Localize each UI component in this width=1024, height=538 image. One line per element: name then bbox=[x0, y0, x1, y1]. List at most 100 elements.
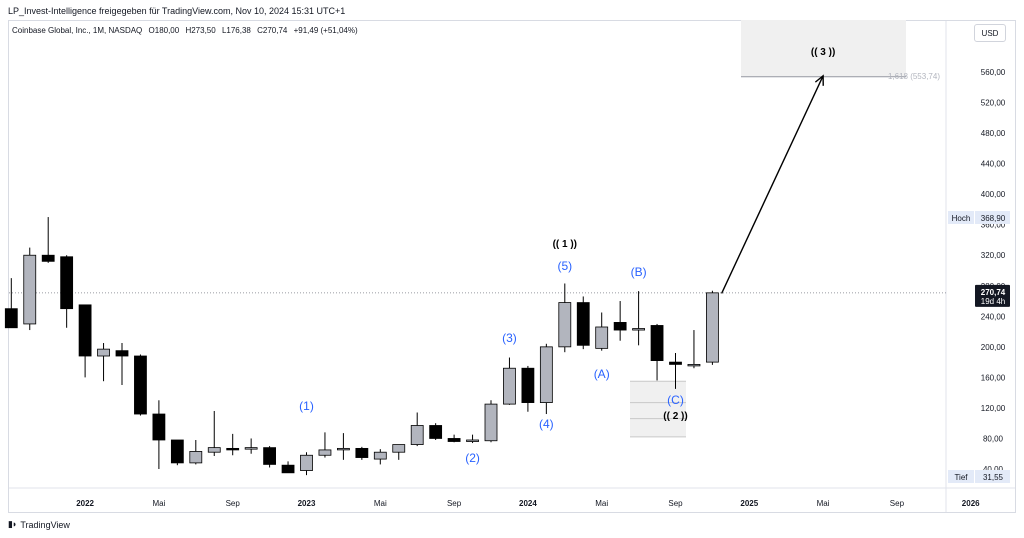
candle bbox=[300, 454, 313, 471]
candle bbox=[318, 449, 332, 456]
candle bbox=[687, 364, 701, 367]
candle bbox=[484, 403, 498, 442]
candle bbox=[429, 425, 443, 439]
candle bbox=[410, 425, 424, 445]
wave-label: (A) bbox=[594, 367, 610, 381]
candle bbox=[503, 367, 516, 405]
candle bbox=[115, 350, 129, 357]
legend-change: +91,49 (+51,04%) bbox=[293, 26, 358, 35]
candle bbox=[244, 447, 258, 450]
candle bbox=[373, 451, 387, 460]
candle bbox=[170, 439, 184, 464]
footer-brand[interactable]: TradingView bbox=[20, 519, 70, 530]
wave-label: (2) bbox=[465, 451, 480, 465]
low-tag-value: 31,55 bbox=[983, 473, 1004, 482]
candle bbox=[226, 447, 240, 451]
candle bbox=[41, 254, 55, 262]
price-tag-countdown: 19d 4h bbox=[981, 297, 1005, 306]
high-tag-value-bg bbox=[975, 211, 1010, 224]
legend-symbol[interactable]: Coinbase Global, Inc., 1M, NASDAQ bbox=[12, 26, 143, 35]
wave-label: (1) bbox=[299, 399, 314, 413]
candle bbox=[355, 447, 369, 458]
y-tick-label: 320,00 bbox=[981, 251, 1006, 260]
price-tag-bg bbox=[975, 284, 1010, 307]
high-tag-value: 368,90 bbox=[981, 214, 1006, 223]
x-tick-label: Sep bbox=[890, 499, 905, 508]
shared-by-line: LP_Invest-Intelligence freigegeben für T… bbox=[8, 6, 346, 16]
wave-label: (3) bbox=[502, 331, 517, 345]
legend-close: C270,74 bbox=[257, 26, 288, 35]
x-tick-label: 2024 bbox=[519, 499, 537, 508]
candle bbox=[632, 328, 645, 331]
legend-low: L176,38 bbox=[221, 26, 251, 35]
wave-label: (5) bbox=[557, 259, 572, 273]
low-tag-bg bbox=[948, 470, 974, 483]
candle bbox=[539, 346, 553, 403]
legend-high: H273,50 bbox=[185, 26, 216, 35]
high-tag-label: Hoch bbox=[952, 214, 971, 223]
y-tick-label: 240,00 bbox=[981, 312, 1006, 321]
candle bbox=[595, 326, 609, 349]
y-tick-label: 200,00 bbox=[981, 343, 1006, 352]
x-tick-label: 2025 bbox=[740, 499, 758, 508]
wave-3-target-zone bbox=[741, 20, 906, 77]
candle bbox=[263, 447, 277, 465]
wave-2-zone bbox=[630, 381, 686, 437]
price-tag-value: 270,74 bbox=[981, 288, 1006, 297]
candle bbox=[4, 308, 18, 329]
candle bbox=[447, 438, 461, 442]
wave-label: (( 1 )) bbox=[553, 239, 577, 250]
wave-label: (( 3 )) bbox=[811, 47, 835, 58]
candle bbox=[60, 256, 74, 310]
candle bbox=[669, 361, 682, 365]
candle bbox=[392, 444, 406, 453]
candle bbox=[134, 355, 147, 415]
projection-arrow-head bbox=[814, 74, 824, 86]
wave-label: (( 2 )) bbox=[663, 411, 687, 422]
y-tick-label: 440,00 bbox=[981, 160, 1006, 169]
x-tick-label: Sep bbox=[668, 499, 683, 508]
x-tick-label: Sep bbox=[226, 499, 241, 508]
candle bbox=[466, 439, 479, 442]
y-tick-label: 400,00 bbox=[981, 190, 1006, 199]
candle bbox=[207, 447, 221, 453]
wave-label: (C) bbox=[667, 393, 684, 407]
fib-target-label: 1,618 (553,74) bbox=[888, 72, 940, 81]
candle bbox=[281, 464, 295, 474]
legend-open: O180,00 bbox=[148, 26, 180, 35]
high-tag-bg bbox=[948, 211, 974, 224]
candle bbox=[613, 322, 627, 331]
x-tick-label: Sep bbox=[447, 499, 462, 508]
wave-label: (4) bbox=[539, 417, 554, 431]
x-tick-label: 2023 bbox=[298, 499, 316, 508]
y-tick-label: 520,00 bbox=[981, 99, 1006, 108]
y-tick-label: 560,00 bbox=[981, 68, 1006, 77]
projection-arrow bbox=[720, 75, 824, 294]
candle bbox=[78, 304, 92, 357]
y-tick-label: 80,00 bbox=[983, 434, 1004, 443]
low-tag-value-bg bbox=[975, 470, 1010, 483]
ohlc-legend: Coinbase Global, Inc., 1M, NASDAQ O180,0… bbox=[12, 26, 362, 35]
y-tick-label: 40,00 bbox=[983, 465, 1004, 474]
currency-button[interactable]: USD bbox=[974, 24, 1006, 42]
x-tick-label: 2022 bbox=[76, 499, 94, 508]
y-tick-label: 160,00 bbox=[981, 373, 1006, 382]
x-tick-label: Mai bbox=[152, 499, 165, 508]
x-tick-label: 2026 bbox=[962, 499, 980, 508]
candle bbox=[97, 348, 110, 357]
chart-frame bbox=[8, 20, 1016, 513]
y-tick-label: 360,00 bbox=[981, 221, 1006, 230]
x-tick-label: Mai bbox=[374, 499, 387, 508]
wave-label: (B) bbox=[631, 265, 647, 279]
candle bbox=[706, 292, 719, 363]
candle bbox=[650, 325, 664, 361]
x-tick-label: Mai bbox=[817, 499, 830, 508]
candle bbox=[23, 254, 37, 325]
candle bbox=[558, 302, 572, 348]
candle bbox=[189, 451, 203, 464]
y-tick-label: 480,00 bbox=[981, 129, 1006, 138]
footer: ▮◗ TradingView bbox=[8, 519, 70, 530]
candle bbox=[521, 367, 535, 403]
y-tick-label: 120,00 bbox=[981, 404, 1006, 413]
